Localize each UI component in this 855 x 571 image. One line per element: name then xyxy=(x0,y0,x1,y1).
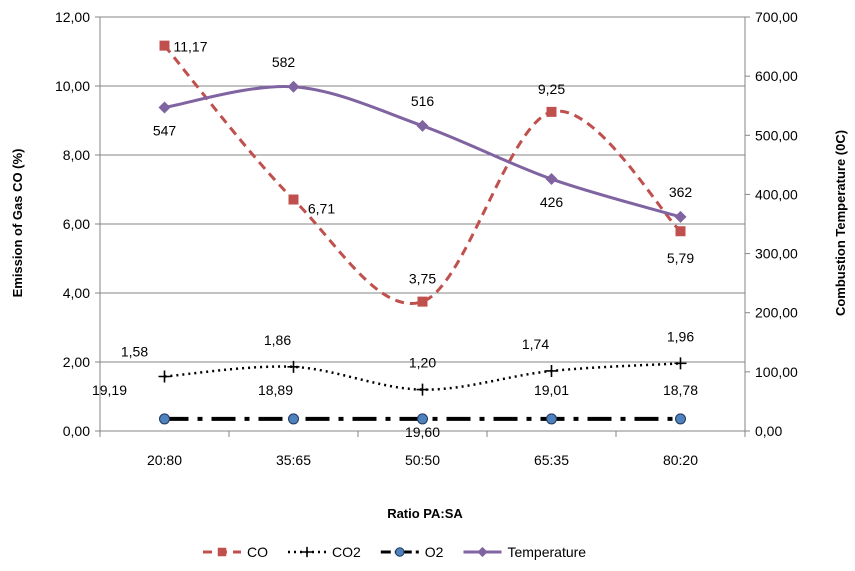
series-o2-point xyxy=(546,413,557,425)
y-left-tick-label: 8,00 xyxy=(63,147,90,163)
y-right-tick-label: 600,00 xyxy=(755,68,798,84)
y-left-tick-label: 4,00 xyxy=(63,285,90,301)
x-tick-label: 65:35 xyxy=(534,452,569,468)
legend: CO CO2 O2 Temperature xyxy=(203,544,586,560)
y-axis-left-title: Emission of Gas CO (%) xyxy=(10,149,25,298)
data-label-co2: 1,74 xyxy=(522,336,549,352)
series-co-point xyxy=(675,226,686,237)
y-left-tick-label: 2,00 xyxy=(63,354,90,370)
y-left-tick-label: 12,00 xyxy=(55,9,90,25)
series-temperature-point xyxy=(416,119,429,132)
series-co-line xyxy=(163,44,682,305)
data-label-co: 3,75 xyxy=(409,271,436,287)
y-right-tick-label: 700,00 xyxy=(755,9,798,25)
data-labels: 11,17 6,71 3,75 9,25 5,79 1,58 1,86 1,20 1,74 1,9… xyxy=(92,39,698,440)
series-co2 xyxy=(158,357,687,396)
data-label-co: 5,79 xyxy=(667,250,694,266)
y-right-tick-label: 100,00 xyxy=(755,364,798,380)
axes: 0,00 2,00 4,00 6,00 8,00 10,00 12,00 0,00 100,00… xyxy=(55,9,798,468)
y-left-tick-label: 10,00 xyxy=(55,78,90,94)
data-label-co: 11,17 xyxy=(174,39,208,55)
x-axis-title: Ratio PA:SA xyxy=(387,506,463,521)
data-label-co2: 1,96 xyxy=(667,328,694,344)
series-o2-point xyxy=(288,413,299,425)
data-label-co2: 1,20 xyxy=(409,355,436,371)
grid-lines xyxy=(100,16,745,432)
y-axis-right-title: Combustion Temperature (0C) xyxy=(833,130,848,316)
series-temperature xyxy=(158,80,687,223)
x-tick-label: 20:80 xyxy=(147,452,182,468)
data-label-o2: 19,01 xyxy=(534,382,569,398)
data-label-temperature: 582 xyxy=(272,54,296,70)
x-tick-label: 50:50 xyxy=(405,452,440,468)
series-co2-point xyxy=(158,370,171,383)
series-co xyxy=(159,40,686,307)
y-right-tick-label: 400,00 xyxy=(755,186,798,202)
data-label-co: 6,71 xyxy=(308,201,335,217)
data-label-o2: 18,89 xyxy=(258,382,293,398)
series-co2-point xyxy=(287,360,300,373)
legend-marker-o2 xyxy=(395,547,405,557)
x-tick-label: 35:65 xyxy=(276,452,311,468)
series-co2-point xyxy=(545,364,558,377)
y-right-tick-label: 300,00 xyxy=(755,246,798,262)
legend-label-co2: CO2 xyxy=(332,544,361,560)
legend-item-o2: O2 xyxy=(380,544,444,560)
series-co-point xyxy=(288,194,299,205)
series-o2 xyxy=(159,413,686,425)
legend-label-co: CO xyxy=(247,544,268,560)
data-label-co2: 1,58 xyxy=(121,343,148,359)
series-co-point xyxy=(417,296,428,307)
legend-label-o2: O2 xyxy=(425,544,444,560)
data-label-temperature: 547 xyxy=(153,122,177,138)
series-temperature-point xyxy=(674,210,687,223)
data-label-temperature: 516 xyxy=(411,93,435,109)
data-label-co2: 1,86 xyxy=(264,332,291,348)
series-temperature-point xyxy=(545,173,558,186)
x-tick-label: 80:20 xyxy=(663,452,698,468)
series-layer xyxy=(158,40,687,425)
series-co-point xyxy=(159,40,170,51)
y-right-tick-label: 500,00 xyxy=(755,127,798,143)
legend-item-co: CO xyxy=(203,544,268,560)
legend-item-co2: CO2 xyxy=(288,544,361,560)
data-label-o2: 19,60 xyxy=(405,424,440,440)
y-left-tick-label: 6,00 xyxy=(63,216,90,232)
series-o2-point xyxy=(417,413,428,425)
data-label-temperature: 426 xyxy=(540,194,564,210)
legend-item-temperature: Temperature xyxy=(463,544,586,560)
series-o2-point xyxy=(159,413,170,425)
series-temperature-point xyxy=(158,101,171,114)
series-o2-point xyxy=(675,413,686,425)
y-left-tick-label: 0,00 xyxy=(63,423,90,439)
series-co2-point xyxy=(416,383,429,396)
data-label-o2: 18,78 xyxy=(663,382,698,398)
legend-marker-temperature xyxy=(477,546,488,558)
data-label-temperature: 362 xyxy=(669,184,693,200)
series-co-point xyxy=(546,106,557,117)
legend-marker-co xyxy=(217,547,227,557)
legend-label-temperature: Temperature xyxy=(507,544,586,560)
legend-marker-co2 xyxy=(301,546,313,558)
y-right-tick-label: 200,00 xyxy=(755,305,798,321)
y-right-tick-label: 0,00 xyxy=(755,423,782,439)
series-co2-point xyxy=(674,357,687,370)
data-label-co: 9,25 xyxy=(538,81,565,97)
series-temperature-point xyxy=(287,80,300,93)
series-co2-line xyxy=(164,362,681,391)
data-label-o2: 19,19 xyxy=(92,382,127,398)
